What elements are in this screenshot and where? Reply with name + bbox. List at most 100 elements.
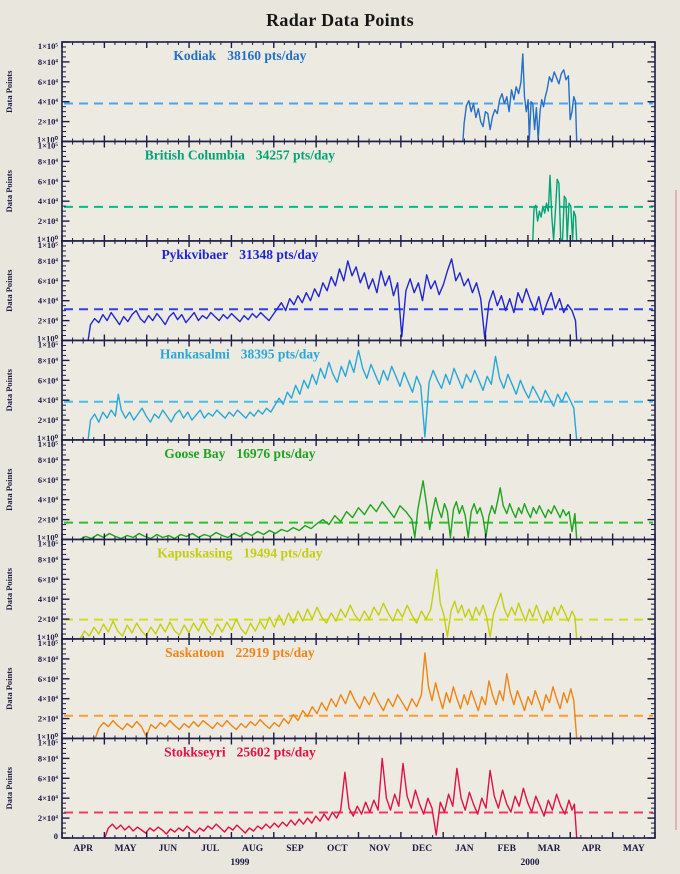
y-tick-label: 2×10⁴	[38, 813, 59, 823]
data-series-line	[79, 568, 578, 640]
panel-plot-area	[62, 241, 655, 341]
y-tick-label: 1×10⁰	[37, 234, 59, 244]
data-series-line	[94, 652, 578, 740]
panel-plot-area	[62, 440, 655, 540]
month-label: FEB	[498, 844, 517, 854]
y-tick-label: 1×10⁵	[38, 141, 59, 151]
year-label: 1999	[230, 858, 249, 868]
y-tick-label: 1×10⁵	[38, 638, 59, 648]
y-tick-label: 1×10⁰	[37, 533, 59, 543]
station-rate: 34257 pts/day	[256, 148, 335, 163]
panel-plot-area	[62, 42, 655, 142]
y-tick-label: 2×10⁴	[38, 714, 59, 724]
panel-plot-area	[62, 340, 655, 440]
station-name: Kapuskasing	[157, 546, 232, 561]
y-tick-label: 1×10⁰	[37, 334, 59, 344]
y-axis-title: Data Points	[4, 169, 14, 212]
y-tick-label: 1×10⁵	[38, 539, 59, 549]
y-tick-label: 1×10⁵	[38, 439, 59, 449]
month-label: NOV	[369, 844, 390, 854]
month-label: JUL	[201, 844, 219, 854]
y-tick-label: 1×10⁰	[37, 632, 59, 642]
panel-frame	[61, 737, 656, 839]
month-label: MAR	[538, 844, 561, 854]
y-tick-label: 2×10⁴	[38, 614, 59, 624]
y-tick-label: 4×10⁴	[38, 495, 59, 505]
station-name: Hankasalmi	[160, 347, 230, 362]
y-tick-label: 1×10⁰	[37, 732, 59, 742]
panel-saskatoon: 1×10⁵ 8×10⁴ 6×10⁴ 4×10⁴ 2×10⁴ 1×10⁰ Data Point…	[4, 638, 656, 742]
y-tick-label: 4×10⁴	[38, 395, 59, 405]
panel-stokkseyri: 1×10⁵ 8×10⁴ 6×10⁴ 4×10⁴ 2×10⁴ 0 Data Points Sto…	[4, 737, 656, 841]
y-tick-label: 1×10⁵	[38, 738, 59, 748]
y-tick-label: 6×10⁴	[38, 475, 59, 485]
y-axis-title: Data Points	[4, 368, 14, 411]
month-label: MAY	[115, 844, 137, 854]
month-label: APR	[582, 844, 602, 854]
month-label: JUN	[159, 844, 178, 854]
station-rate: 22919 pts/day	[235, 645, 314, 660]
data-series-line	[87, 349, 578, 441]
y-axis-title: Data Points	[4, 70, 14, 113]
station-label: Pykkvibaer 31348 pts/day	[161, 247, 318, 262]
y-tick-label: 0	[54, 831, 58, 841]
station-label: Hankasalmi 38395 pts/day	[160, 347, 320, 362]
y-tick-label: 6×10⁴	[38, 77, 59, 87]
y-tick-label: 4×10⁴	[38, 196, 59, 206]
y-tick-label: 6×10⁴	[38, 375, 59, 385]
y-tick-label: 6×10⁴	[38, 674, 59, 684]
month-label: SEP	[286, 844, 304, 854]
y-tick-label: 8×10⁴	[38, 455, 59, 465]
month-label: JAN	[455, 844, 474, 854]
station-label: British Columbia 34257 pts/day	[145, 148, 336, 163]
y-axis-title: Data Points	[4, 667, 14, 710]
y-tick-label: 8×10⁴	[38, 256, 59, 266]
station-name: Kodiak	[173, 48, 216, 63]
station-name: Saskatoon	[165, 645, 225, 660]
station-label: Kapuskasing 19494 pts/day	[157, 546, 322, 561]
scan-artifact-line	[675, 190, 677, 830]
panel-plot-area	[62, 639, 655, 739]
panel-plot-area	[62, 539, 655, 639]
y-tick-label: 1×10⁵	[38, 240, 59, 250]
panel-kodiak: 1×10⁵ 8×10⁴ 6×10⁴ 4×10⁴ 2×10⁴ 1×10⁰ Data Point…	[4, 41, 656, 145]
y-tick-label: 2×10⁴	[38, 316, 59, 326]
y-tick-label: 4×10⁴	[38, 793, 59, 803]
chart-title: Radar Data Points	[266, 10, 414, 30]
y-tick-label: 6×10⁴	[38, 574, 59, 584]
year-label: 2000	[521, 858, 540, 868]
y-axis-title: Data Points	[4, 567, 14, 610]
station-rate: 38395 pts/day	[241, 347, 320, 362]
y-tick-label: 1×10⁰	[37, 135, 59, 145]
y-tick-label: 1×10⁵	[38, 340, 59, 350]
y-axis-title: Data Points	[4, 766, 14, 809]
panel-kapuskasing: 1×10⁵ 8×10⁴ 6×10⁴ 4×10⁴ 2×10⁴ 1×10⁰ Data Point…	[4, 539, 656, 642]
y-axis-title: Data Points	[4, 269, 14, 312]
station-rate: 38160 pts/day	[227, 48, 306, 63]
y-tick-label: 8×10⁴	[38, 355, 59, 365]
data-series-line	[87, 258, 578, 342]
station-name: Goose Bay	[164, 446, 225, 461]
month-label: OCT	[327, 844, 348, 854]
data-series-line	[532, 174, 578, 242]
station-name: British Columbia	[145, 148, 245, 163]
station-rate: 19494 pts/day	[243, 546, 322, 561]
month-label: AUG	[242, 844, 264, 854]
y-tick-label: 1×10⁰	[37, 433, 59, 443]
y-tick-label: 4×10⁴	[38, 97, 59, 107]
y-tick-label: 8×10⁴	[38, 654, 59, 664]
y-tick-label: 2×10⁴	[38, 216, 59, 226]
data-series-line	[103, 757, 578, 839]
month-label: MAY	[623, 844, 645, 854]
panel-hankasalmi: 1×10⁵ 8×10⁴ 6×10⁴ 4×10⁴ 2×10⁴ 1×10⁰ Data Point…	[4, 340, 656, 443]
y-tick-label: 8×10⁴	[38, 554, 59, 564]
panel-british-columbia: 1×10⁵ 8×10⁴ 6×10⁴ 4×10⁴ 2×10⁴ 1×10⁰ Data Point…	[4, 141, 656, 244]
y-tick-label: 1×10⁵	[38, 41, 59, 51]
month-label: APR	[73, 844, 93, 854]
panel-goose-bay: 1×10⁵ 8×10⁴ 6×10⁴ 4×10⁴ 2×10⁴ 1×10⁰ Data Point…	[4, 439, 656, 543]
y-tick-label: 8×10⁴	[38, 753, 59, 763]
y-tick-label: 6×10⁴	[38, 773, 59, 783]
data-series-line	[462, 53, 578, 143]
y-tick-label: 2×10⁴	[38, 117, 59, 127]
